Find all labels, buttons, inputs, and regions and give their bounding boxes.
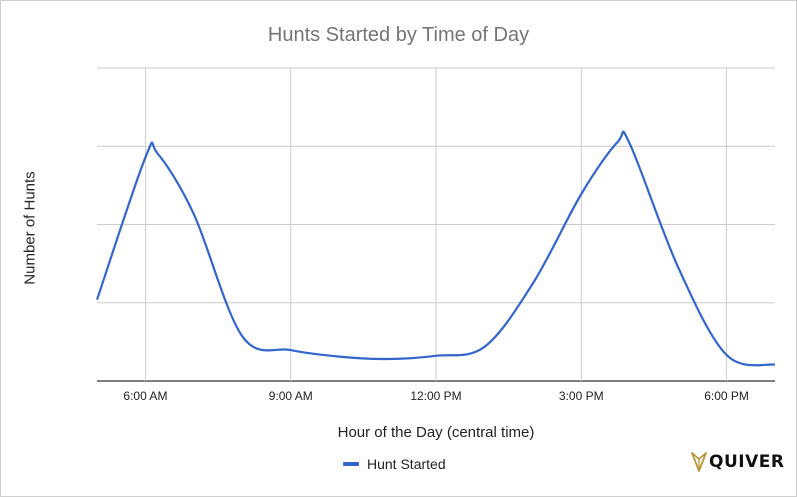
logo-text: QUIVER bbox=[709, 452, 785, 472]
data-point bbox=[155, 150, 161, 156]
data-point bbox=[530, 280, 536, 286]
chart-title: Hunts Started by Time of Day bbox=[267, 24, 530, 46]
x-tick-label: 3:00 PM bbox=[559, 389, 604, 403]
data-point bbox=[481, 344, 487, 350]
data-point bbox=[94, 297, 100, 303]
quiver-logo: QUIVER bbox=[691, 451, 784, 473]
data-point bbox=[239, 333, 245, 339]
data-point bbox=[191, 211, 197, 217]
data-point bbox=[433, 353, 439, 359]
x-tick-label: 6:00 AM bbox=[123, 389, 167, 403]
series-lines bbox=[94, 130, 778, 368]
series-line-hunt-started bbox=[95, 130, 776, 367]
data-point bbox=[336, 354, 342, 360]
data-point bbox=[142, 154, 148, 160]
legend[interactable]: Hunt Started bbox=[343, 456, 446, 472]
legend-swatch-hunt-started bbox=[343, 462, 359, 466]
data-point bbox=[772, 362, 778, 368]
x-tick-labels: 6:00 AM 9:00 AM 12:00 PM 3:00 PM 6:00 PM bbox=[123, 389, 749, 403]
x-tick-label: 6:00 PM bbox=[704, 389, 749, 403]
data-point bbox=[627, 141, 633, 147]
data-point bbox=[724, 352, 730, 358]
legend-label-hunt-started: Hunt Started bbox=[367, 456, 446, 472]
data-point bbox=[288, 347, 294, 353]
data-point bbox=[675, 264, 681, 270]
data-point bbox=[615, 139, 621, 145]
x-axis-label: Hour of the Day (central time) bbox=[337, 424, 535, 441]
data-point bbox=[385, 356, 391, 362]
x-tick-label: 12:00 PM bbox=[410, 389, 461, 403]
arrowhead-icon bbox=[691, 452, 707, 472]
gridlines bbox=[97, 67, 775, 382]
x-tick-label: 9:00 AM bbox=[269, 389, 313, 403]
data-point bbox=[578, 191, 584, 197]
